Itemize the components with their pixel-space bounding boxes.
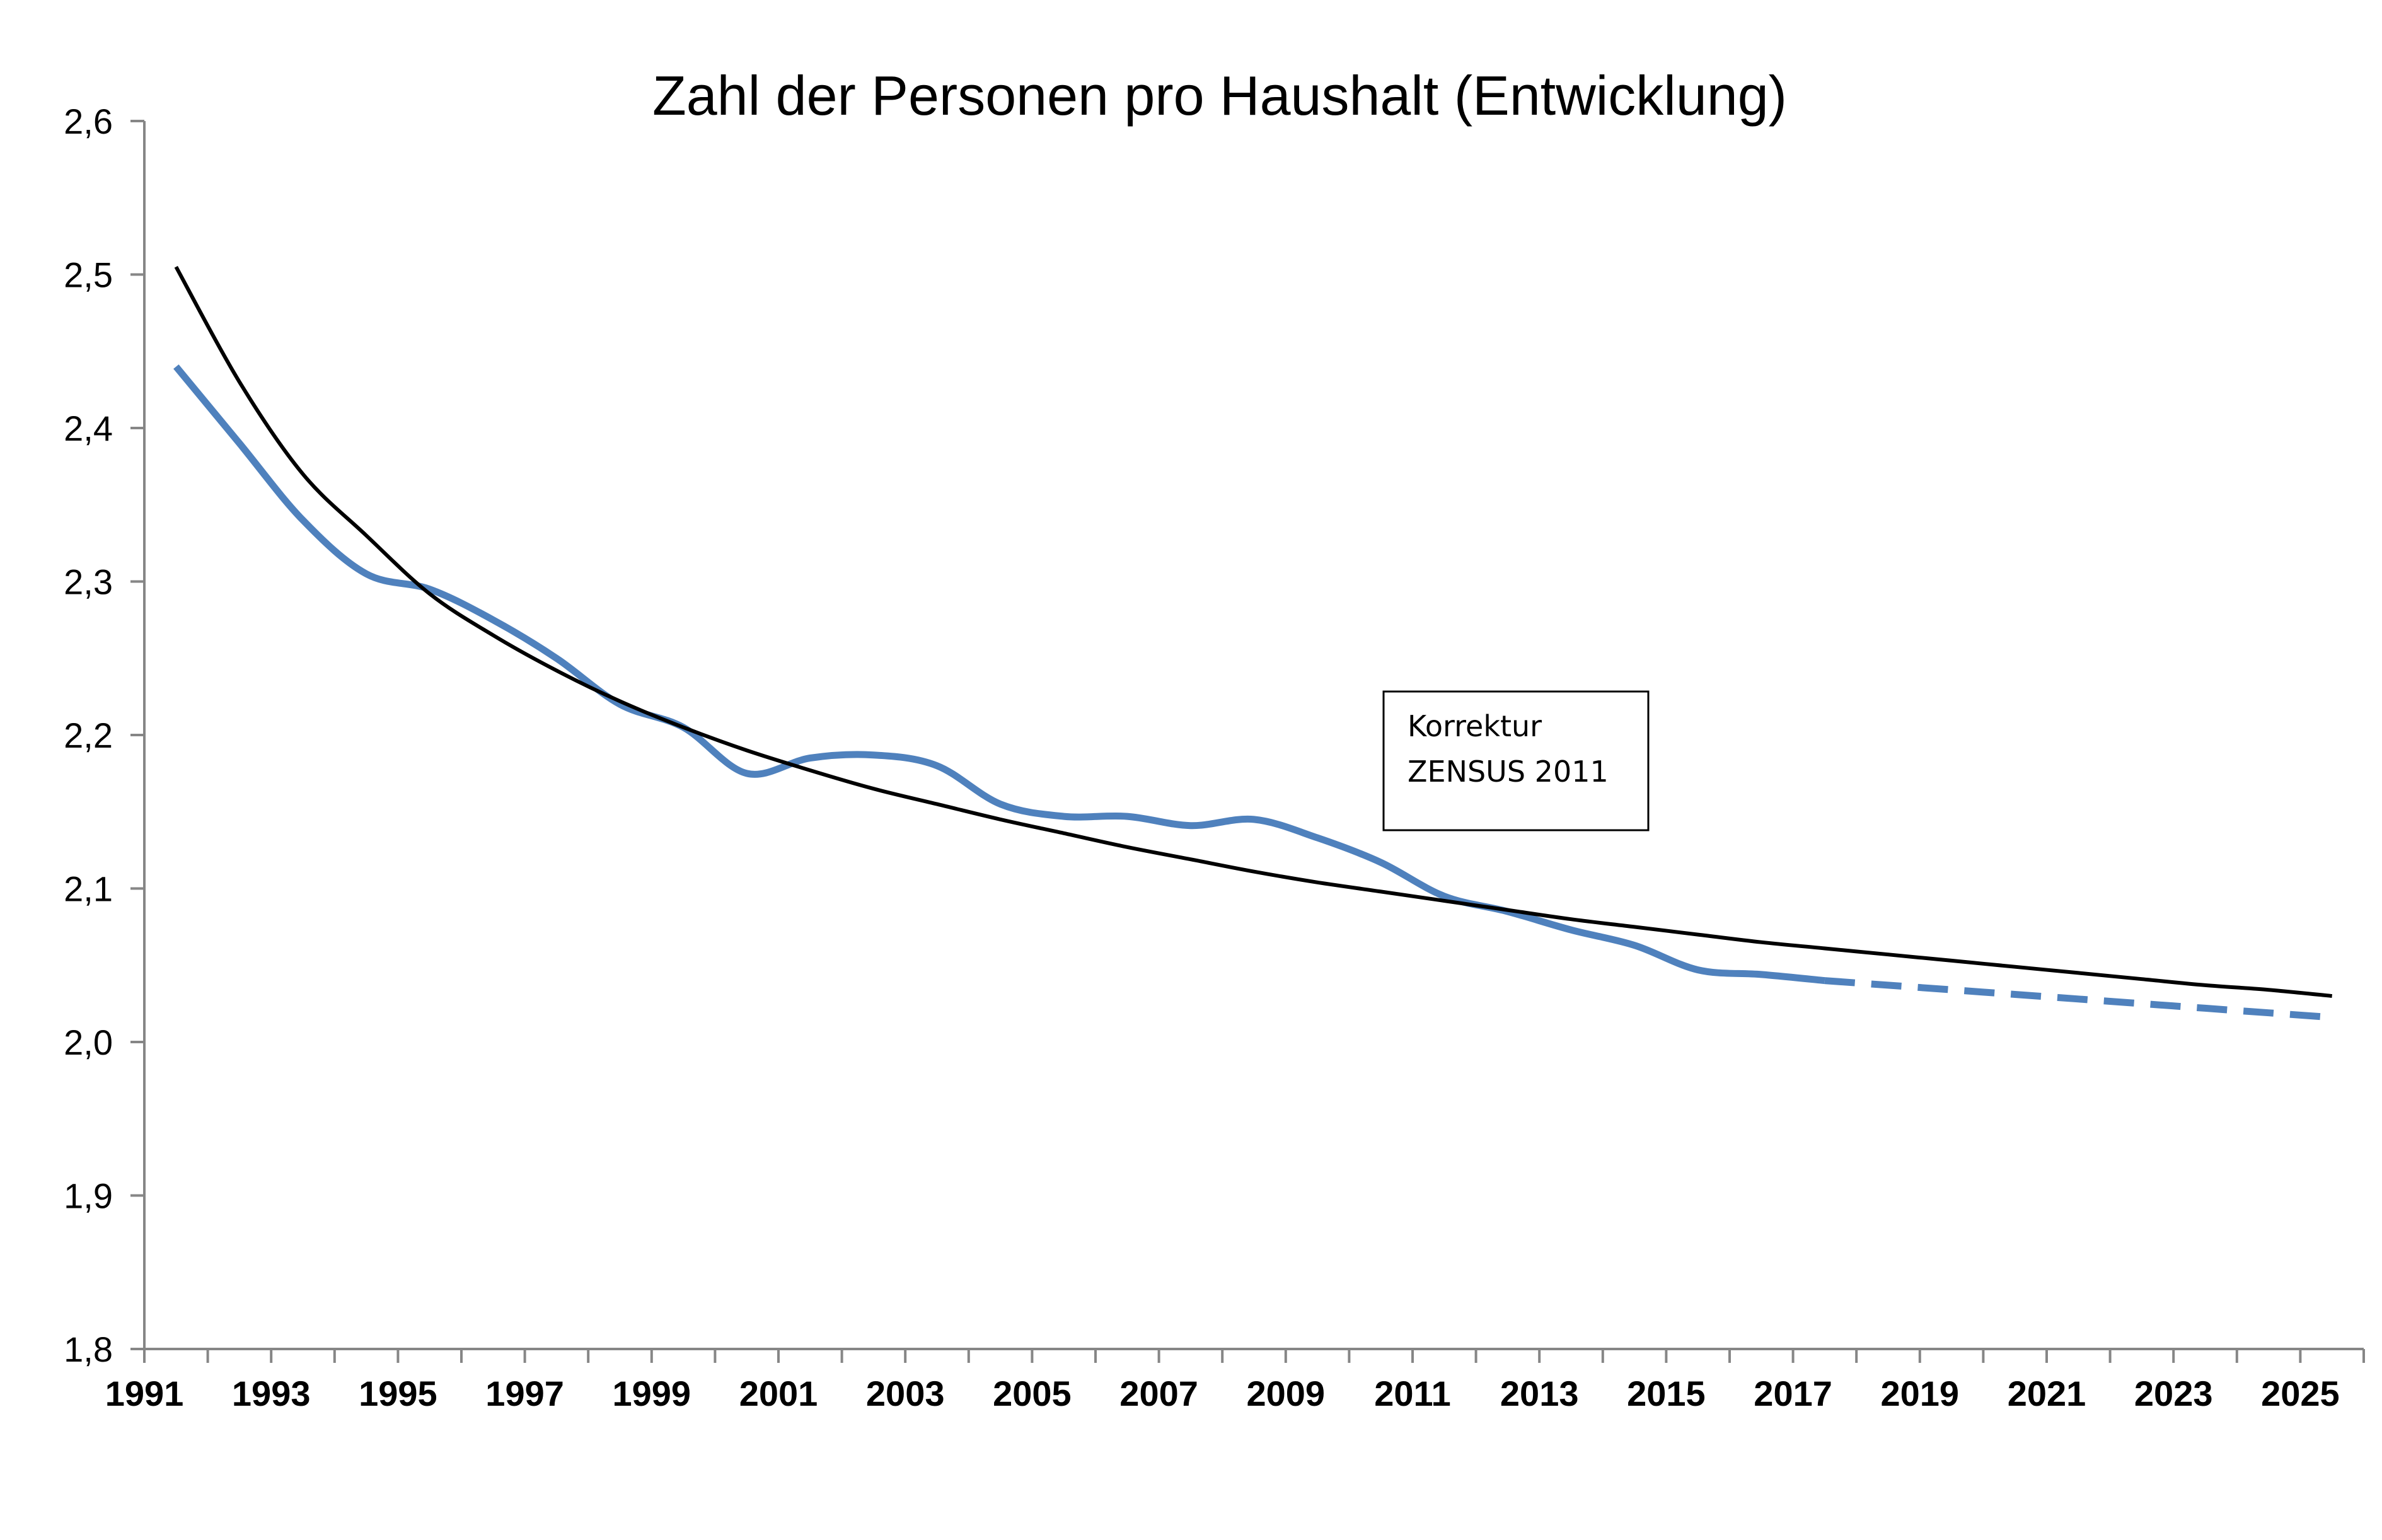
x-tick-label: 1991 [105,1374,184,1413]
annotation-line-2: ZENSUS 2011 [1408,755,1609,789]
y-tick-label: 2,4 [64,408,113,448]
x-tick-label: 2011 [1374,1374,1451,1413]
y-tick-label: 2,0 [64,1022,113,1062]
x-tick-label: 2017 [1754,1374,1832,1413]
y-tick-label: 2,1 [64,869,113,909]
x-tick-label: 2013 [1500,1374,1579,1413]
x-tick-label: 1993 [232,1374,311,1413]
x-tick-label: 1997 [485,1374,564,1413]
y-tick-label: 1,8 [64,1329,113,1369]
x-tick-label: 2005 [993,1374,1072,1413]
y-tick-label: 2,3 [64,562,113,602]
annotation-box: Korrektur ZENSUS 2011 [1382,690,1650,831]
x-tick-label: 1999 [613,1374,691,1413]
x-tick-label: 2001 [739,1374,818,1413]
y-axis-ticks: 1,8 1,9 2,0 2,1 2,2 2,3 2,4 2,5 2,6 [64,101,144,1369]
annotation-line-1: Korrektur [1408,709,1542,743]
series-line-trend [174,265,2333,998]
y-tick-label: 1,9 [64,1176,113,1216]
x-tick-label: 2025 [2261,1374,2340,1413]
chart-title: Zahl der Personen pro Haushalt (Entwickl… [652,64,1787,127]
x-axis-ticks: 1991 1993 1995 1997 1999 2001 2003 2005 2007 2009… [105,1349,2365,1413]
x-tick-label: 2023 [2134,1374,2213,1413]
series-layer [173,265,2333,1021]
x-tick-label: 2015 [1627,1374,1706,1413]
x-tick-label: 2021 [2008,1374,2086,1413]
y-tick-label: 2,6 [64,101,113,141]
x-tick-label: 2009 [1247,1374,1326,1413]
annotation-frame [1382,690,1650,831]
y-tick-label: 2,5 [64,255,113,295]
series-line-forecast [1824,977,2333,1021]
x-tick-label: 1995 [359,1374,437,1413]
series-line-observed [173,364,1825,985]
axes [143,121,2364,1350]
y-tick-label: 2,2 [64,715,113,755]
x-tick-label: 2007 [1119,1374,1198,1413]
x-tick-label: 2019 [1881,1374,1960,1413]
x-tick-label: 2003 [866,1374,945,1413]
